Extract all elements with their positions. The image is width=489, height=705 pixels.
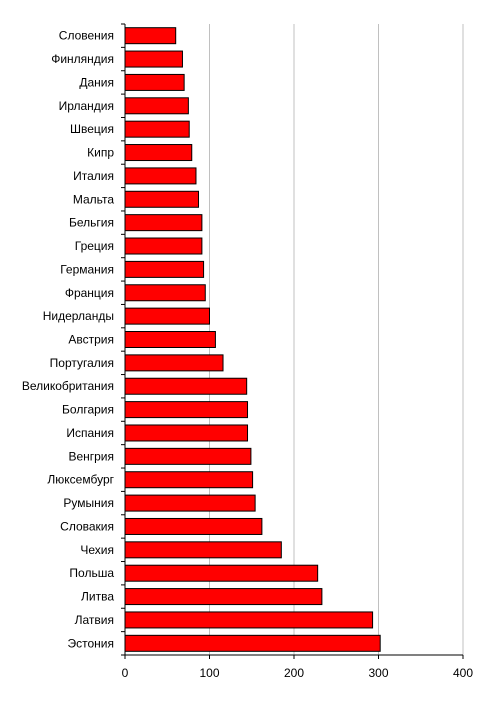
category-label: Греция (75, 239, 114, 253)
category-label: Венгрия (68, 449, 114, 463)
category-label: Испания (66, 426, 114, 440)
category-label: Румыния (63, 496, 114, 510)
category-labels: Словения Финляндия Дания Ирландия Швеция Кипр… (22, 23, 125, 656)
bar (124, 144, 193, 162)
bar (124, 634, 381, 652)
bar (124, 260, 205, 278)
bar (124, 517, 263, 535)
bar (124, 424, 249, 442)
category-label: Польша (69, 566, 114, 580)
category-label: Нидерланды (43, 309, 114, 323)
bar (124, 27, 177, 45)
bar (124, 564, 319, 582)
bar (124, 237, 203, 255)
x-tick-label: 100 (199, 666, 219, 680)
bar (124, 307, 210, 325)
bar (124, 50, 183, 68)
category-label: Чехия (80, 543, 114, 557)
category-label: Словения (59, 29, 114, 43)
bar (124, 377, 248, 395)
category-label: Италия (73, 169, 114, 183)
category-label: Литва (81, 590, 114, 604)
bar (124, 331, 216, 348)
bar (124, 447, 252, 465)
bar (124, 494, 256, 512)
bar (124, 588, 323, 606)
category-label: Дания (79, 75, 114, 89)
bar (124, 214, 203, 232)
x-tick-label: 300 (368, 666, 388, 680)
category-label: Эстония (68, 636, 115, 650)
category-label: Кипр (87, 146, 114, 160)
x-tick-label: 200 (284, 666, 304, 680)
category-label: Болгария (62, 403, 114, 417)
x-tick-label: 400 (453, 666, 473, 680)
category-label: Словакия (60, 519, 114, 533)
x-tick-label: 0 (122, 666, 129, 680)
category-label: Бельгия (69, 216, 114, 230)
category-label: Франция (65, 286, 114, 300)
category-label: Финляндия (51, 52, 114, 66)
bar (124, 354, 224, 372)
bar (124, 471, 254, 489)
bar (124, 611, 374, 629)
category-label: Ирландия (59, 99, 114, 113)
category-label: Люксембург (47, 473, 114, 487)
category-label: Швеция (70, 122, 114, 136)
category-label: Португалия (50, 356, 114, 370)
bar (124, 73, 185, 91)
gridlines (209, 24, 464, 655)
category-label: Великобритания (22, 379, 114, 393)
category-label: Латвия (75, 613, 114, 627)
bar (124, 120, 190, 138)
category-label: Мальта (73, 192, 114, 206)
bar (124, 167, 197, 185)
bar (124, 541, 282, 559)
bar (124, 401, 249, 419)
x-axis-ticks: 0 100 200 300 400 (122, 655, 473, 680)
category-label: Германия (60, 262, 114, 276)
bar (124, 284, 206, 302)
bar (124, 97, 189, 115)
bar (124, 190, 200, 208)
bars (124, 27, 381, 652)
category-label: Австрия (68, 333, 114, 347)
